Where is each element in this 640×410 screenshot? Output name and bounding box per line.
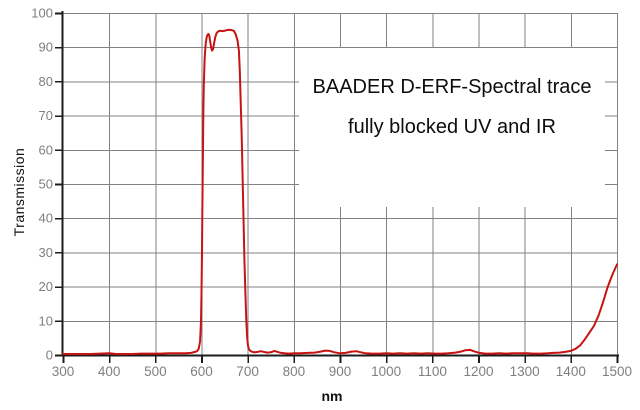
chart-title: BAADER D-ERF-Spectral trace bbox=[312, 76, 592, 98]
y-tick-label: 60 bbox=[39, 142, 53, 157]
y-tick-label: 50 bbox=[39, 177, 53, 192]
x-tick-label: 800 bbox=[283, 364, 306, 379]
y-tick-label: 90 bbox=[39, 40, 53, 55]
x-tick-label: 700 bbox=[236, 364, 259, 379]
y-tick-label: 40 bbox=[39, 211, 53, 226]
y-tick-label: 100 bbox=[31, 6, 53, 21]
y-axis-title: Transmission bbox=[11, 147, 27, 237]
chart-subtitle: fully blocked UV and IR bbox=[348, 116, 556, 138]
y-tick-label: 10 bbox=[39, 313, 53, 328]
transmission-curve bbox=[62, 28, 618, 355]
x-tick-label: 1100 bbox=[418, 364, 447, 379]
y-tick-label: 70 bbox=[39, 108, 53, 123]
x-tick-label: 1200 bbox=[463, 364, 493, 379]
x-tick-label: 500 bbox=[144, 364, 167, 379]
x-tick-label: 400 bbox=[98, 364, 121, 379]
x-axis-title: nm bbox=[321, 388, 343, 404]
x-tick-label: 600 bbox=[190, 364, 213, 379]
chart-annotation: BAADER D-ERF-Spectral trace fully blocke… bbox=[299, 48, 605, 207]
y-tick-label: 80 bbox=[39, 74, 53, 89]
x-tick-label: 1000 bbox=[371, 364, 401, 379]
x-tick-label: 900 bbox=[329, 364, 352, 379]
x-tick-label: 1300 bbox=[510, 364, 540, 379]
x-tick-label: 300 bbox=[52, 364, 75, 379]
y-tick-label: 20 bbox=[39, 279, 53, 294]
y-tick-label: 30 bbox=[39, 245, 53, 260]
x-tick-label: 1400 bbox=[556, 364, 586, 379]
x-tick-label: 1500 bbox=[602, 364, 632, 379]
y-tick-label: 0 bbox=[46, 348, 53, 363]
